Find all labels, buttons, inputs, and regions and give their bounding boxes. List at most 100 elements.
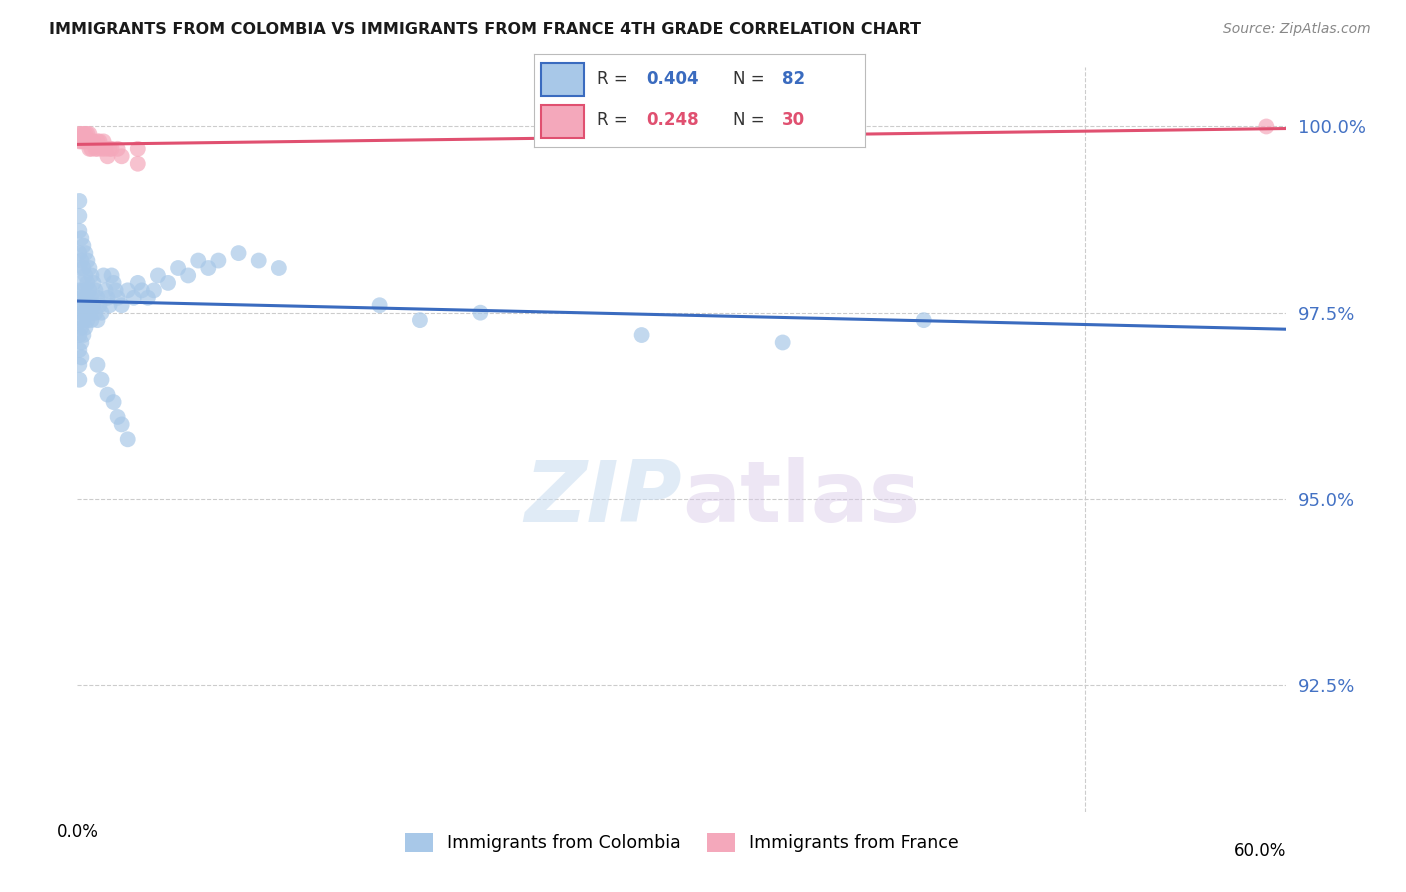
Point [127,157,149,171]
Point [72,260,94,275]
Point [80,268,103,283]
Point [86,291,108,305]
Point [72,284,94,298]
Point [70,253,93,268]
Point [90,373,112,387]
Point [72,313,94,327]
Text: ZIP: ZIP [524,458,682,541]
Point [187,253,209,268]
Point [93,268,115,283]
Point [409,313,432,327]
Point [72,135,94,149]
Point [67,284,90,298]
Point [76,127,98,141]
Point [80,291,103,305]
Point [72,328,94,343]
Point [84,142,107,156]
Point [79,127,101,141]
Point [80,142,103,156]
Point [94,142,117,156]
Point [107,409,129,424]
Point [100,142,122,156]
Point [70,351,93,365]
Point [80,313,103,327]
Point [96,149,118,163]
Point [72,298,94,312]
Point [207,253,229,268]
Point [127,142,149,156]
Point [912,313,935,327]
Point [75,320,97,334]
Point [157,276,180,290]
Point [70,306,93,320]
Point [79,306,101,320]
Point [90,306,112,320]
Point [76,298,98,312]
Point [117,433,139,447]
Point [103,395,125,409]
Point [67,358,90,372]
Point [79,284,101,298]
Point [70,231,93,245]
Point [111,417,134,432]
Point [136,291,159,305]
Point [67,224,90,238]
Point [82,276,104,290]
Point [76,253,98,268]
Point [70,335,93,350]
Point [104,284,127,298]
Point [96,291,118,305]
Point [131,284,153,298]
Point [67,260,90,275]
Point [72,127,94,141]
Point [86,313,108,327]
Text: atlas: atlas [682,458,920,541]
Point [167,260,190,275]
Point [67,298,90,312]
Bar [541,105,583,138]
Point [67,246,90,260]
Point [67,209,90,223]
Point [67,127,90,141]
Point [177,268,200,283]
Point [75,291,97,305]
Point [197,260,219,275]
Point [111,149,134,163]
Point [76,313,98,327]
Text: N =: N = [733,112,769,129]
Point [80,135,103,149]
Point [75,306,97,320]
Text: Source: ZipAtlas.com: Source: ZipAtlas.com [1223,22,1371,37]
Point [142,284,165,298]
Point [122,291,145,305]
Point [86,358,108,372]
Text: IMMIGRANTS FROM COLOMBIA VS IMMIGRANTS FROM FRANCE 4TH GRADE CORRELATION CHART: IMMIGRANTS FROM COLOMBIA VS IMMIGRANTS F… [49,22,921,37]
Text: R =: R = [598,70,633,88]
Point [89,298,111,312]
Text: 0.404: 0.404 [647,70,699,88]
Point [146,268,169,283]
Point [1256,120,1278,134]
Point [98,142,121,156]
Point [107,142,129,156]
Point [79,142,101,156]
Text: 82: 82 [782,70,806,88]
Point [470,306,492,320]
Point [103,276,125,290]
Point [98,298,121,312]
Point [267,260,290,275]
Point [111,298,134,312]
Point [76,276,98,290]
Point [82,135,104,149]
Point [84,284,107,298]
Text: 60.0%: 60.0% [1234,841,1286,860]
Legend: Immigrants from Colombia, Immigrants from France: Immigrants from Colombia, Immigrants fro… [398,826,966,859]
Point [630,328,652,343]
Point [96,387,118,401]
Point [70,291,93,305]
Point [90,142,112,156]
Point [70,320,93,334]
Text: N =: N = [733,70,769,88]
Point [70,135,93,149]
Point [76,135,98,149]
